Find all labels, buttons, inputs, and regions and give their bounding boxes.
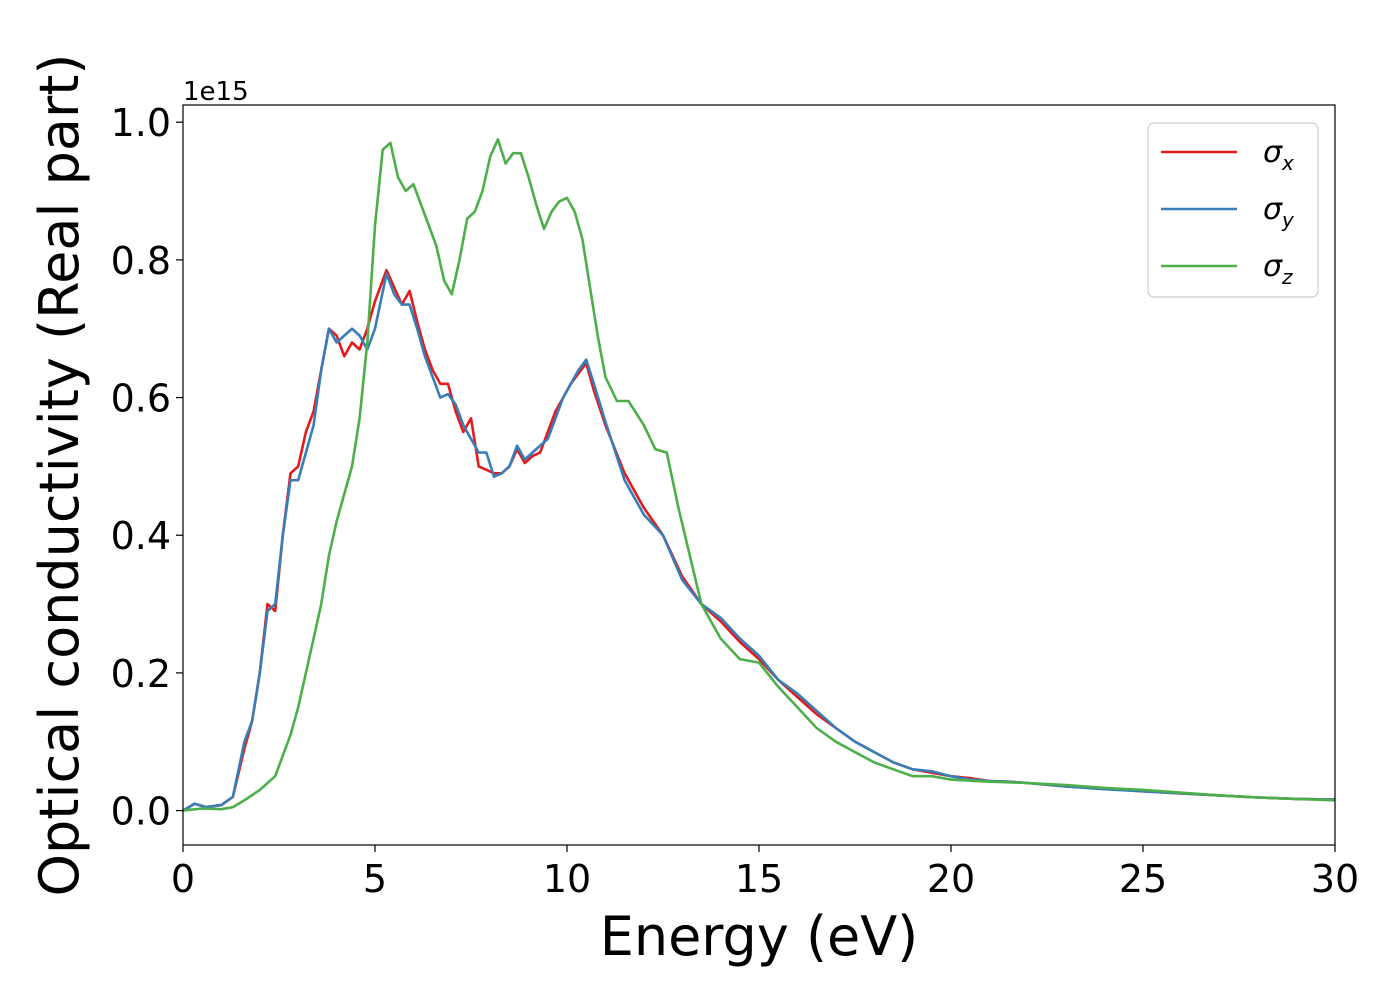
x-tick-label: 5 — [363, 857, 387, 901]
series-line-y — [182, 272, 1336, 812]
axes-layer: 0 5 10 15 20 25 30 0.0 0.2 0.4 0.6 0.8 1.0 — [111, 101, 1360, 901]
y-tick-label: 0.6 — [111, 377, 171, 421]
x-tick-label: 30 — [1311, 857, 1359, 901]
x-tick-label: 10 — [543, 857, 591, 901]
series-layer — [182, 138, 1336, 812]
x-tick-label: 15 — [735, 857, 783, 901]
x-tick-label: 20 — [927, 857, 975, 901]
y-offset-label: 1e15 — [183, 77, 249, 107]
x-tick-label: 0 — [171, 857, 195, 901]
x-axis-title: Energy (eV) — [600, 905, 919, 968]
y-axis-title: Optical conductivity (Real part) — [28, 54, 91, 897]
y-tick-label: 0.4 — [111, 514, 171, 558]
y-tick-label: 1.0 — [111, 101, 171, 145]
y-tick-label: 0.2 — [111, 652, 171, 696]
series-line-z — [182, 138, 1336, 812]
y-tick-label: 0.0 — [111, 790, 171, 834]
y-tick-label: 0.8 — [111, 239, 171, 283]
x-tick-label: 25 — [1119, 857, 1167, 901]
